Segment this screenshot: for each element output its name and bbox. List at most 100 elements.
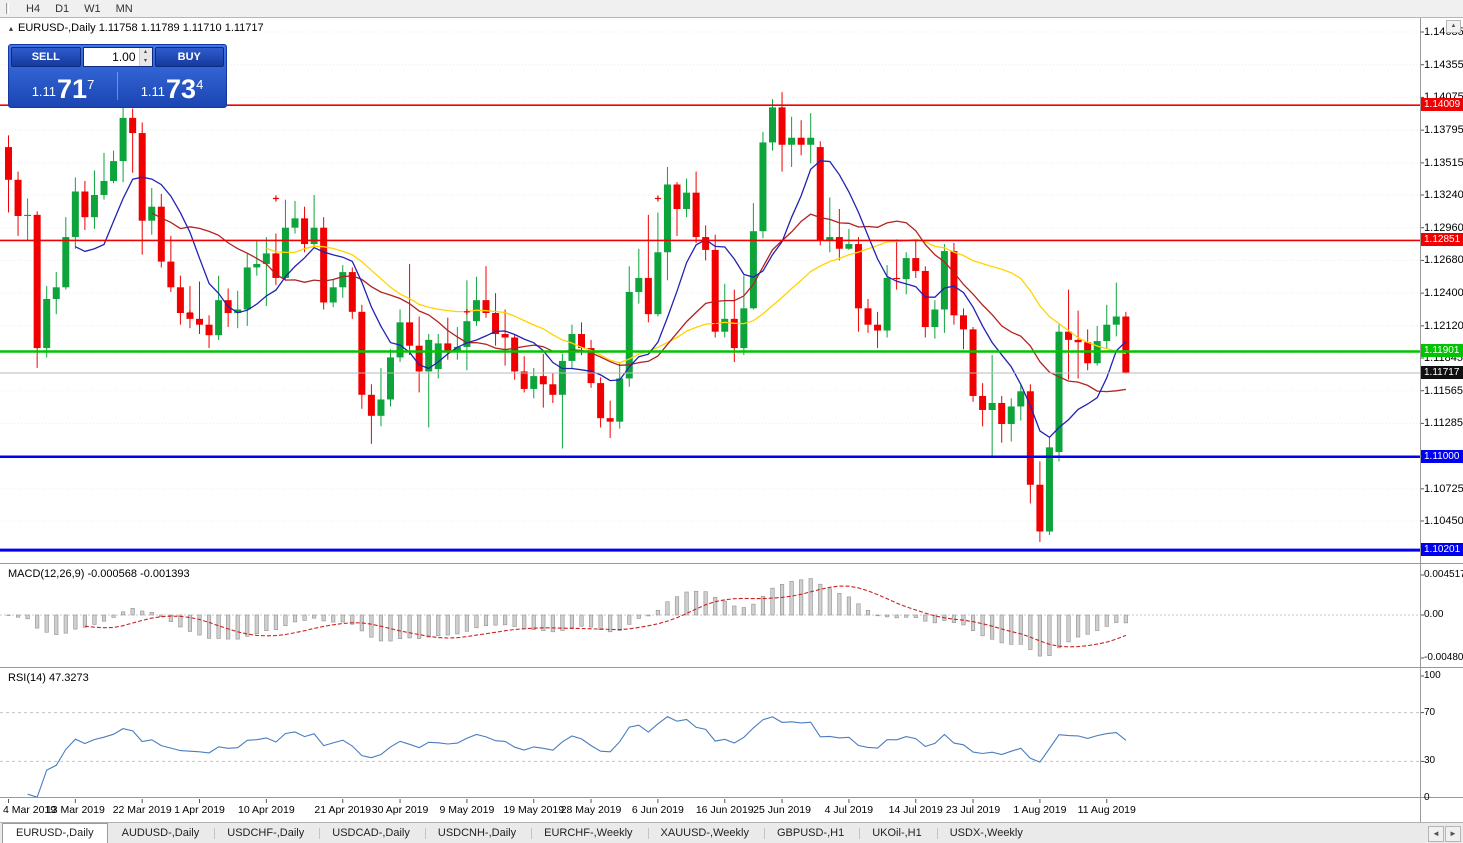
macd-histogram-bar <box>655 609 660 616</box>
macd-histogram-bar <box>25 614 30 620</box>
macd-histogram-bar <box>713 596 718 616</box>
rsi-line <box>27 716 1127 798</box>
macd-histogram-bar <box>779 584 785 616</box>
macd-histogram-bar <box>608 614 613 633</box>
timeframe-button-w1[interactable]: W1 <box>84 2 101 15</box>
macd-histogram-bar <box>598 614 603 630</box>
volume-decrease-button[interactable]: ▾ <box>139 57 152 66</box>
hline-price-flag: 1.11901 <box>1421 344 1463 358</box>
macd-histogram-bar <box>149 612 154 616</box>
price-axis-label: 1.14355 <box>1424 58 1463 71</box>
hline-price-flag: 1.10201 <box>1421 543 1463 557</box>
macd-histogram-bar <box>1123 614 1128 624</box>
chart-tab-usdx-weekly[interactable]: USDX-,Weekly <box>935 823 1037 843</box>
macd-axis-label: 0.00 <box>1424 609 1444 620</box>
chart-tab-gbpusd-h1[interactable]: GBPUSD-,H1 <box>762 823 859 843</box>
chart-tabs: EURUSD-,Daily AUDUSD-,Daily USDCHF-,Daily U… <box>2 823 1037 843</box>
buy-price-display[interactable]: 1.11 73 4 <box>120 67 224 105</box>
macd-histogram-bar <box>73 614 78 630</box>
chart-tab-audusd-daily[interactable]: AUDUSD-,Daily <box>107 823 214 843</box>
timeframe-button-h4[interactable]: H4 <box>26 2 41 15</box>
macd-histogram-bar <box>865 609 871 616</box>
date-axis-label: 9 May 2019 <box>439 804 495 816</box>
macd-histogram-bar <box>312 614 317 619</box>
one-click-trading-panel: SELL ▴ ▾ BUY 1.11 71 7 1.11 73 4 <box>8 44 227 108</box>
rsi-axis-label: 0 <box>1424 792 1430 803</box>
chart-tab-eurchf-weekly[interactable]: EURCHF-,Weekly <box>530 823 647 843</box>
chart-tab-ukoil-h1[interactable]: UKOil-,H1 <box>858 823 936 843</box>
macd-histogram-bar <box>875 614 880 617</box>
macd-histogram-bar <box>512 614 517 627</box>
sell-button[interactable]: SELL <box>11 47 81 67</box>
macd-histogram-bar <box>636 614 641 619</box>
macd-histogram-bar <box>951 614 957 623</box>
buy-price-pipette: 4 <box>196 77 204 92</box>
macd-histogram-bar <box>1028 614 1033 650</box>
chart-tab-eurusd-daily[interactable]: EURUSD-,Daily <box>2 823 108 843</box>
chart-tab-usdcad-daily[interactable]: USDCAD-,Daily <box>318 823 424 843</box>
macd-histogram-bar <box>1047 614 1052 656</box>
macd-histogram-bar <box>827 588 832 616</box>
macd-histogram-bar <box>187 614 192 632</box>
macd-histogram-bar <box>970 614 976 631</box>
timeframe-button-mn[interactable]: MN <box>115 2 133 15</box>
price-axis-label: 1.12680 <box>1424 254 1463 267</box>
chart-scroll-up-button[interactable]: ▲ <box>1446 20 1461 33</box>
date-axis-label: 28 May 2019 <box>560 804 622 816</box>
macd-histogram-bar <box>111 614 116 618</box>
timeframe-toolbar: H4 D1 W1 MN <box>0 0 1463 18</box>
macd-histogram-bar <box>455 614 460 635</box>
sell-price-pipette: 7 <box>87 77 95 92</box>
chart-tab-xauusd-weekly[interactable]: XAUUSD-,Weekly <box>646 823 763 843</box>
tab-scroll-left-button[interactable]: ◄ <box>1428 826 1444 842</box>
macd-histogram-bar <box>245 614 250 637</box>
macd-histogram-bar <box>35 614 40 629</box>
macd-axis-label: -0.004806 <box>1424 652 1463 663</box>
rsi-axis-label: 70 <box>1424 706 1436 718</box>
volume-increase-button[interactable]: ▴ <box>139 48 152 57</box>
macd-signal-line <box>84 585 1127 648</box>
buy-price-main: 1.11 <box>140 84 166 99</box>
indicator-label-rsi: RSI(14) 47.3273 <box>8 672 89 684</box>
macd-histogram-bar <box>894 614 899 619</box>
chart-tab-usdchf-daily[interactable]: USDCHF-,Daily <box>213 823 319 843</box>
price-axis-label: 1.13795 <box>1424 124 1463 137</box>
hline-price-flag: 1.14009 <box>1421 98 1463 112</box>
chart-ohlc-line: ▴ EURUSD-,Daily 1.11758 1.11789 1.11710 … <box>9 22 264 34</box>
macd-histogram-bar <box>569 614 575 629</box>
date-axis-label: 25 Jun 2019 <box>753 804 811 816</box>
timeframe-button-d1[interactable]: D1 <box>55 2 70 15</box>
macd-histogram-bar <box>703 591 708 616</box>
sell-price-display[interactable]: 1.11 71 7 <box>11 67 115 105</box>
macd-histogram-bar <box>799 579 804 616</box>
macd-histogram-bar <box>44 614 49 633</box>
buy-price-big-digits: 73 <box>166 74 197 104</box>
volume-spinner: ▴ ▾ <box>138 48 152 66</box>
volume-input[interactable] <box>83 48 139 66</box>
macd-histogram-bar <box>350 614 355 625</box>
macd-histogram-bar <box>197 614 202 636</box>
macd-histogram-bar <box>207 614 212 639</box>
macd-histogram-bar <box>426 614 431 638</box>
chart-tab-usdcnh-daily[interactable]: USDCNH-,Daily <box>423 823 531 843</box>
macd-histogram-bar <box>560 614 565 631</box>
price-axis-label: 1.13240 <box>1424 188 1463 201</box>
macd-histogram-bar <box>588 614 594 628</box>
toolbar-grip <box>6 3 9 14</box>
buy-button[interactable]: BUY <box>154 47 224 67</box>
date-axis-label: 4 Mar 2019 <box>3 804 57 816</box>
macd-histogram-bar <box>522 614 527 630</box>
macd-histogram-bar <box>856 603 861 616</box>
macd-histogram-bar <box>923 614 928 622</box>
timeframe-buttons-group: H4 D1 W1 MN <box>19 2 141 16</box>
macd-histogram-bar <box>1009 614 1014 645</box>
rsi-axis-label: 30 <box>1424 755 1436 767</box>
macd-histogram-bar <box>216 614 221 639</box>
macd-histogram-bar <box>1095 614 1100 631</box>
tab-scroll-right-button[interactable]: ► <box>1445 826 1461 842</box>
macd-histogram-bar <box>1037 614 1042 657</box>
macd-histogram-bar <box>751 603 756 616</box>
macd-histogram-bar <box>140 610 145 616</box>
